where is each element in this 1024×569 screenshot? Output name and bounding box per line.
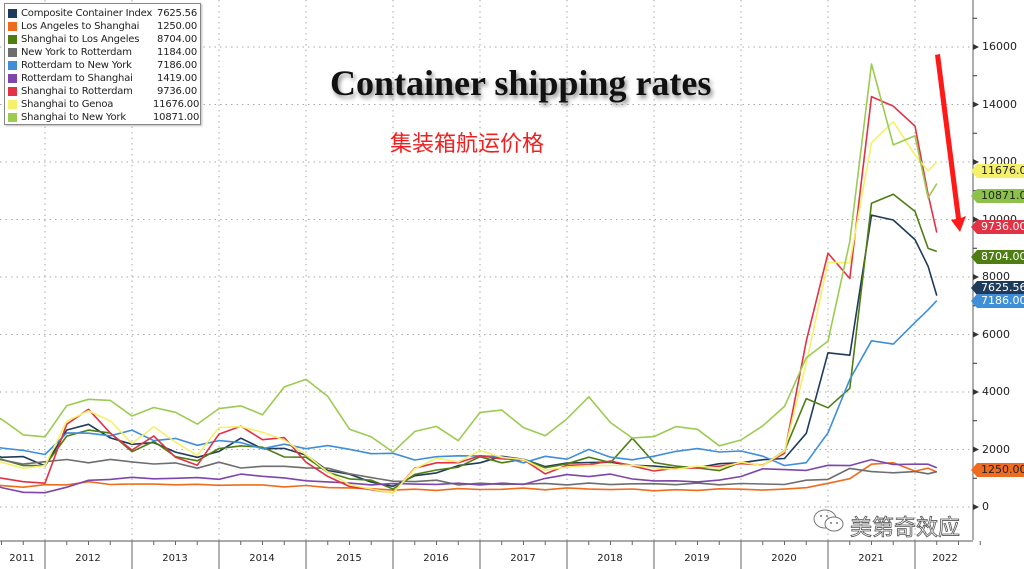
- legend-swatch: [8, 22, 17, 31]
- y-tick-label: 0: [982, 500, 989, 513]
- last-value-tag: 7625.56: [971, 281, 1024, 295]
- legend-value: 10871.00: [153, 112, 200, 123]
- series-line-shanghai-to-new-york: [0, 63, 938, 453]
- x-tick-label: 2022: [932, 553, 958, 564]
- series-line-rotterdam-to-new-york: [0, 300, 938, 467]
- x-tick-label: 2020: [771, 553, 797, 564]
- series-line-new-york-to-rotterdam: [0, 458, 937, 486]
- legend-label: Los Angeles to Shanghai: [21, 21, 140, 32]
- legend-item: Shanghai to Rotterdam 9736.00: [8, 85, 197, 98]
- legend-swatch: [8, 48, 17, 57]
- legend-label: Shanghai to New York: [21, 112, 126, 123]
- series-line-shanghai-to-genoa: [0, 120, 938, 495]
- legend-item: Rotterdam to New York 7186.00: [8, 59, 197, 72]
- y-tick-label: 6000: [982, 327, 1010, 341]
- legend-label: Composite Container Index: [21, 8, 153, 19]
- y-tick-label: 14000: [982, 97, 1017, 111]
- x-tick-label: 2017: [510, 553, 536, 564]
- watermark: 美第奇效应: [850, 516, 961, 542]
- legend-swatch: [8, 74, 17, 83]
- x-tick-label: 2013: [162, 553, 188, 564]
- legend-value: 9736.00: [157, 86, 197, 97]
- legend-item: Shanghai to New York 10871.00: [8, 111, 200, 124]
- legend-swatch: [8, 87, 17, 96]
- y-axis-ticks: [973, 17, 979, 510]
- legend-swatch: [8, 113, 17, 122]
- chart-subtitle: 集装箱航运价格: [390, 132, 545, 157]
- x-tick-label: 2014: [249, 553, 275, 564]
- y-tick-label: 4000: [982, 385, 1010, 398]
- legend-item: New York to Rotterdam 1184.00: [8, 46, 197, 59]
- x-tick-label: 2019: [684, 553, 710, 564]
- legend-value: 8704.00: [157, 34, 197, 45]
- x-tick-label: 2015: [336, 553, 362, 564]
- last-value-tag: 1250.00: [971, 463, 1024, 477]
- legend-swatch: [8, 100, 17, 109]
- legend-value: 1419.00: [157, 73, 197, 84]
- legend-swatch: [8, 9, 17, 18]
- series-line-composite-container-index: [0, 214, 938, 488]
- last-value-tag: 10871.00: [971, 189, 1024, 203]
- legend-item: Rotterdam to Shanghai 1419.00: [8, 72, 197, 85]
- legend-label: New York to Rotterdam: [21, 47, 132, 58]
- legend-item: Shanghai to Genoa 11676.00: [8, 98, 200, 111]
- x-axis-ticks: [1, 541, 981, 569]
- legend-value: 1250.00: [157, 21, 197, 32]
- legend-label: Rotterdam to New York: [21, 60, 132, 71]
- legend-item: Los Angeles to Shanghai 1250.00: [8, 20, 197, 33]
- series-line-shanghai-to-los-angeles: [0, 193, 938, 490]
- chart-legend: Composite Container Index 7625.56 Los Ange…: [4, 3, 201, 125]
- y-tick-label: 2000: [982, 442, 1010, 456]
- wechat-icon: [813, 509, 844, 532]
- legend-item: Composite Container Index 7625.56: [8, 7, 197, 20]
- last-value-tag: 7186.00: [971, 294, 1024, 308]
- last-value-tag: 9736.00: [971, 220, 1024, 234]
- down-arrow-icon: [935, 54, 966, 232]
- legend-label: Shanghai to Los Angeles: [21, 34, 140, 45]
- x-tick-label: 2016: [423, 553, 449, 564]
- series-lines: [0, 63, 938, 495]
- x-tick-label: 2021: [858, 553, 884, 564]
- grid-lines: [0, 0, 973, 541]
- x-tick-label: 2012: [75, 553, 101, 564]
- legend-value: 7625.56: [157, 8, 197, 19]
- legend-value: 1184.00: [157, 47, 197, 58]
- chart-title: Container shipping rates: [330, 63, 712, 103]
- legend-label: Shanghai to Genoa: [21, 99, 114, 110]
- last-value-tag: 8704.00: [971, 250, 1024, 264]
- legend-swatch: [8, 61, 17, 70]
- y-tick-label: 16000: [982, 40, 1017, 53]
- legend-label: Rotterdam to Shanghai: [21, 73, 133, 84]
- legend-item: Shanghai to Los Angeles 8704.00: [8, 33, 197, 46]
- series-line-rotterdam-to-shanghai: [0, 458, 938, 494]
- last-value-tag: 11676.00: [971, 164, 1024, 178]
- series-line-los-angeles-to-shanghai: [0, 461, 938, 492]
- legend-swatch: [8, 35, 17, 44]
- y-tick-label: 8000: [982, 270, 1010, 283]
- x-tick-label: 2018: [597, 553, 623, 564]
- legend-value: 11676.00: [153, 99, 200, 110]
- legend-label: Shanghai to Rotterdam: [21, 86, 133, 97]
- legend-value: 7186.00: [157, 60, 197, 71]
- x-tick-label: 2011: [9, 553, 35, 564]
